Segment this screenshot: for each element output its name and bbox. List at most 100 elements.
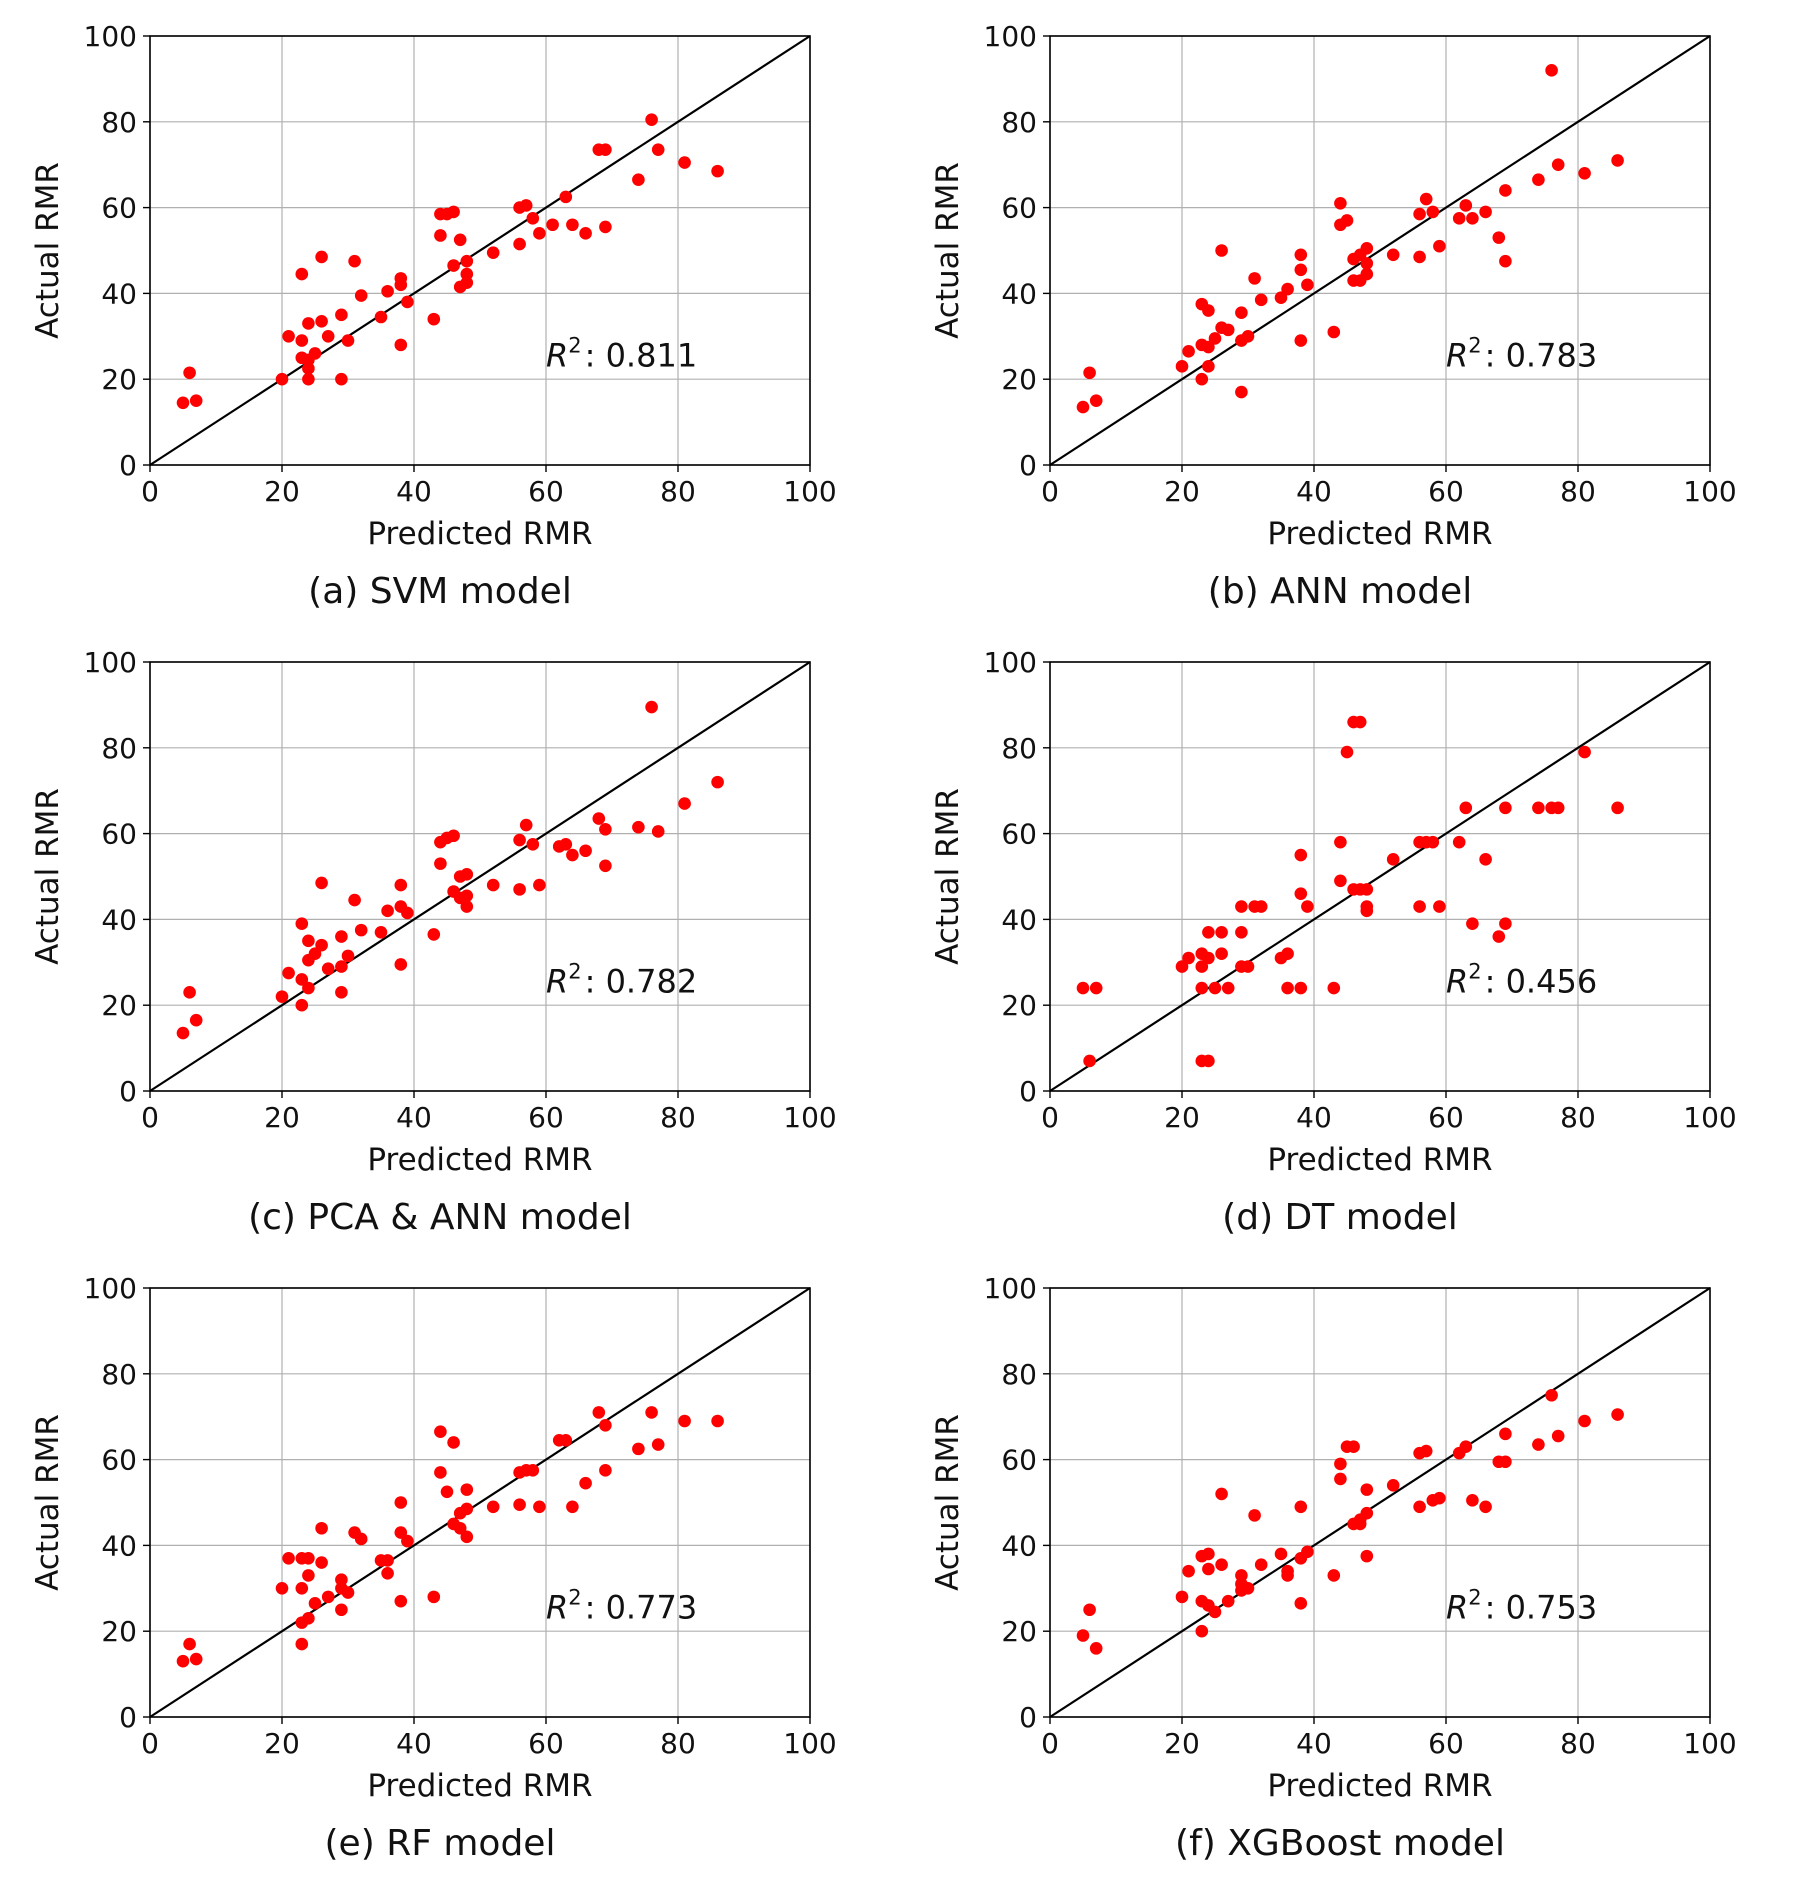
data-point <box>295 1582 309 1595</box>
data-point <box>486 878 500 892</box>
data-point <box>381 1566 394 1580</box>
scatter-plot: 0 20 40 60 80 100 0 20 40 60 80 100 Predicted RMR Act… <box>30 646 837 1178</box>
data-point <box>599 859 612 873</box>
data-point <box>1202 1562 1215 1576</box>
plot-frame <box>1049 1287 1711 1718</box>
y-tick-label: 60 <box>1001 1444 1037 1477</box>
y-tick-label: 20 <box>1001 1615 1037 1648</box>
data-point <box>1452 835 1466 849</box>
x-tick-label: 100 <box>783 1727 836 1760</box>
data-point <box>460 267 474 281</box>
x-tick-label: 80 <box>660 475 696 508</box>
data-point <box>1294 248 1308 262</box>
data-point <box>1327 981 1341 995</box>
plot-frame <box>149 661 811 1092</box>
data-point <box>427 312 441 326</box>
data-point <box>1301 278 1314 292</box>
data-point <box>295 973 309 986</box>
x-tick-label: 60 <box>1428 1727 1464 1760</box>
data-point <box>1532 173 1545 187</box>
data-point <box>460 1502 474 1516</box>
data-point <box>1235 900 1248 913</box>
chart-panel-svm: 0 20 40 60 80 100 0 20 40 60 80 100 Predicted RMR Act… <box>0 0 880 610</box>
data-point <box>1578 166 1591 180</box>
data-point <box>1254 1558 1268 1572</box>
data-point <box>1202 951 1215 965</box>
data-point <box>592 812 606 825</box>
data-point <box>1182 1564 1195 1578</box>
data-point <box>1433 1491 1446 1505</box>
data-point <box>645 113 658 126</box>
data-point <box>183 986 196 999</box>
data-point <box>1083 366 1096 380</box>
reference-line <box>149 35 811 466</box>
data-point <box>183 1637 196 1651</box>
data-point <box>1281 1569 1294 1582</box>
data-point <box>526 212 540 225</box>
x-tick-label: 0 <box>141 1727 159 1760</box>
data-point <box>1202 304 1215 317</box>
x-tick-label: 100 <box>1683 1101 1736 1134</box>
data-point <box>189 394 203 407</box>
reference-line <box>149 1287 811 1718</box>
data-point <box>348 254 361 268</box>
data-point <box>1202 925 1215 939</box>
data-point <box>295 334 309 347</box>
data-point <box>460 889 474 903</box>
data-point <box>513 1498 526 1511</box>
data-point <box>533 1500 546 1514</box>
data-point <box>460 868 474 881</box>
data-point <box>453 233 467 247</box>
data-point <box>526 838 540 851</box>
data-points <box>176 113 724 410</box>
data-point <box>533 227 546 240</box>
data-point <box>1235 306 1248 320</box>
reference-line <box>149 661 811 1092</box>
data-point <box>335 960 348 973</box>
y-tick-label: 60 <box>101 192 137 225</box>
x-axis-label: Predicted RMR <box>367 516 592 552</box>
data-point <box>401 1534 414 1548</box>
data-point <box>335 372 348 386</box>
y-tick-label: 20 <box>101 989 137 1022</box>
data-point <box>1334 835 1347 849</box>
x-tick-label: 0 <box>1041 475 1059 508</box>
data-point <box>1215 925 1228 939</box>
data-point <box>282 1551 295 1565</box>
data-point <box>302 1612 315 1625</box>
y-tick-label: 60 <box>1001 192 1037 225</box>
data-point <box>1248 272 1261 285</box>
data-point <box>1360 267 1374 281</box>
plot-frame <box>1049 661 1711 1092</box>
y-tick-label: 40 <box>101 1529 137 1562</box>
chart-panel-rf: 0 20 40 60 80 100 0 20 40 60 80 100 Predicted RMR Act… <box>0 1252 880 1862</box>
x-tick-label: 60 <box>528 475 564 508</box>
data-point <box>447 829 460 843</box>
data-point <box>335 308 348 322</box>
data-point <box>348 893 361 907</box>
data-point <box>526 1464 540 1477</box>
data-point <box>566 1500 579 1514</box>
x-tick-label: 60 <box>528 1727 564 1760</box>
data-point <box>1466 1494 1479 1507</box>
data-point <box>651 825 665 838</box>
data-point <box>1195 981 1209 995</box>
data-point <box>176 1654 190 1668</box>
data-point <box>1281 981 1294 995</box>
data-point <box>394 958 408 971</box>
y-tick-label: 100 <box>984 646 1037 679</box>
x-tick-label: 40 <box>1296 475 1332 508</box>
data-point <box>1215 244 1228 257</box>
x-tick-label: 80 <box>1560 1727 1596 1760</box>
y-tick-label: 80 <box>1001 106 1037 139</box>
data-point <box>1083 1054 1096 1068</box>
x-axis-label: Predicted RMR <box>1267 1142 1492 1178</box>
data-point <box>1426 835 1440 849</box>
data-point <box>579 1476 592 1490</box>
data-point <box>1215 1487 1228 1501</box>
data-point <box>1360 1483 1374 1496</box>
data-point <box>711 164 724 178</box>
data-point <box>1195 372 1209 386</box>
data-point <box>447 205 460 219</box>
data-point <box>282 966 295 980</box>
